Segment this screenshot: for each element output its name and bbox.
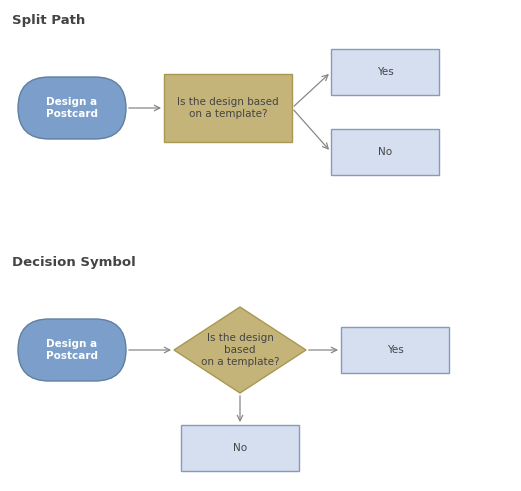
Text: Decision Symbol: Decision Symbol (12, 256, 136, 269)
Text: Is the design based
on a template?: Is the design based on a template? (177, 97, 279, 119)
FancyBboxPatch shape (18, 77, 126, 139)
Text: Design a
Postcard: Design a Postcard (46, 97, 98, 119)
Bar (331, 49, 439, 95)
Bar (341, 327, 449, 373)
Text: Split Path: Split Path (12, 14, 85, 27)
FancyBboxPatch shape (18, 319, 126, 381)
Bar (164, 74, 292, 142)
Text: No: No (378, 147, 392, 157)
Text: Yes: Yes (387, 345, 403, 355)
Text: No: No (233, 443, 247, 453)
Bar (331, 129, 439, 175)
Bar (181, 425, 299, 471)
Text: Is the design
based
on a template?: Is the design based on a template? (201, 333, 279, 367)
Text: Design a
Postcard: Design a Postcard (46, 339, 98, 361)
Text: Yes: Yes (377, 67, 393, 77)
Polygon shape (174, 307, 306, 393)
